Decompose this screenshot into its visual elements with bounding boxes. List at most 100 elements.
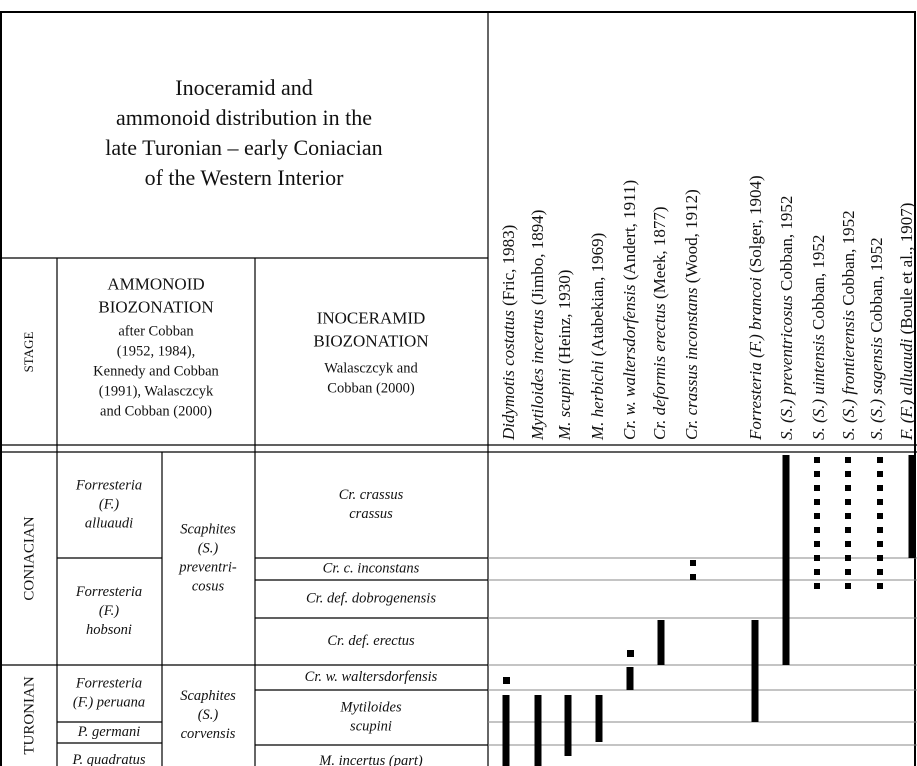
- range-dot: [877, 541, 883, 547]
- taxon-name: Mytiloides incertus: [528, 309, 547, 441]
- taxon-name: Cr. w. waltersdorfensis: [620, 284, 639, 440]
- taxon-author: (Wood, 1912): [682, 189, 701, 287]
- range-bar: [626, 667, 634, 690]
- ammonoid-zone: (F.): [99, 496, 119, 512]
- border: [0, 11, 916, 766]
- range-dot: [814, 457, 820, 463]
- range-dot: [814, 555, 820, 561]
- taxon-author: (Meek, 1877): [650, 206, 669, 303]
- range-dot: [690, 574, 696, 580]
- range-dot: [845, 569, 851, 575]
- header-note: Walasczcyk and: [324, 360, 418, 376]
- ammonoid-subzone: cosus: [192, 578, 225, 594]
- range-bar: [908, 455, 916, 558]
- taxon-name: S. (S.) frontierensis: [839, 310, 858, 440]
- range-bar: [595, 695, 603, 742]
- taxon-author: Cobban, 1952: [839, 210, 858, 310]
- title-line: late Turonian – early Coniacian: [105, 135, 382, 160]
- range-bar: [782, 455, 790, 665]
- taxon-label: Cr. deformis erectus (Meek, 1877): [650, 206, 669, 440]
- taxon-author: (Atabekian, 1969): [588, 233, 607, 361]
- ammonoid-zone: Forresteria: [75, 675, 142, 691]
- header-note: (1991), Walasczcyk: [99, 383, 214, 399]
- range-dot: [845, 457, 851, 463]
- taxon-name: M. herbichi: [588, 360, 607, 441]
- range-dot: [845, 485, 851, 491]
- header: BIOZONATION: [313, 331, 428, 350]
- header: AMMONOID: [107, 274, 204, 293]
- stage-header: STAGE: [21, 332, 36, 373]
- taxon-name: S. (S.) sagensis: [867, 337, 886, 440]
- taxon-label: Cr. w. waltersdorfensis (Andert, 1911): [620, 180, 639, 440]
- range-dot: [814, 485, 820, 491]
- ammonoid-subzone: Scaphites: [180, 521, 236, 537]
- range-bar: [564, 695, 572, 756]
- ammonoid-zone: (F.): [99, 603, 119, 619]
- ammonoid-subzone: corvensis: [181, 726, 236, 742]
- range-dot: [845, 513, 851, 519]
- taxon-name: Forresteria (F.) brancoi: [746, 277, 765, 441]
- range-dot: [690, 560, 696, 566]
- ammonoid-subzone: preventri-: [178, 559, 237, 575]
- header: BIOZONATION: [98, 297, 213, 316]
- range-dot: [845, 527, 851, 533]
- range-dot: [845, 471, 851, 477]
- range-dot: [877, 569, 883, 575]
- ammonoid-zone: Forresteria: [75, 477, 142, 493]
- ammonoid-zone: (F.) peruana: [73, 694, 145, 710]
- range-dot: [814, 583, 820, 589]
- taxon-name: S. (S.) uintensis: [809, 334, 828, 440]
- inoceramid-zone: scupini: [350, 718, 392, 734]
- taxon-author: (Andert, 1911): [620, 180, 639, 285]
- range-dot: [814, 513, 820, 519]
- inoceramid-zone: Cr. crassus: [339, 487, 404, 503]
- taxon-label: Forresteria (F.) brancoi (Solger, 1904): [746, 175, 765, 441]
- range-dot: [814, 527, 820, 533]
- range-dot: [877, 555, 883, 561]
- taxon-author: (Boule et al., 1907): [897, 203, 916, 339]
- taxon-name: M. scupini: [555, 368, 574, 441]
- taxon-name: S. (S.) preventricosus: [777, 295, 796, 440]
- taxon-label: Didymotis costatus (Fric, 1983): [499, 225, 518, 441]
- ammonoid-subzone: (S.): [198, 707, 219, 723]
- taxon-label: M. herbichi (Atabekian, 1969): [588, 233, 607, 441]
- header-note: (1952, 1984),: [117, 343, 196, 359]
- range-dot: [845, 583, 851, 589]
- taxon-label: M. scupini (Heinz, 1930): [555, 270, 574, 441]
- range-dot: [845, 541, 851, 547]
- inoceramid-zone: Cr. w. waltersdorfensis: [305, 669, 438, 685]
- header-note: after Cobban: [118, 323, 194, 339]
- title-line: Inoceramid and: [175, 75, 312, 100]
- range-bar: [502, 695, 510, 766]
- ammonoid-zone: hobsoni: [86, 622, 132, 638]
- taxon-author: (Heinz, 1930): [555, 270, 574, 369]
- header-note: Cobban (2000): [327, 380, 415, 396]
- taxon-label: Cr. crassus inconstans (Wood, 1912): [682, 189, 701, 440]
- taxon-author: (Solger, 1904): [746, 175, 765, 277]
- range-dot: [814, 541, 820, 547]
- taxon-label: S. (S.) frontierensis Cobban, 1952: [839, 210, 858, 440]
- ammonoid-zone: Forresteria: [75, 584, 142, 600]
- taxon-name: Cr. crassus inconstans: [682, 287, 701, 440]
- taxon-label: S. (S.) preventricosus Cobban, 1952: [777, 196, 796, 440]
- inoceramid-zone: Cr. def. erectus: [327, 633, 415, 649]
- ammonoid-zone: P. germani: [77, 724, 141, 740]
- range-dot: [877, 499, 883, 505]
- ammonoid-zone: alluaudi: [85, 515, 133, 531]
- taxon-author: (Jimbo, 1894): [528, 210, 547, 310]
- taxon-author: Cobban, 1952: [867, 237, 886, 337]
- inoceramid-zone: M. incertus (part): [318, 753, 423, 766]
- header-note: Kennedy and Cobban: [93, 363, 219, 379]
- taxon-label: S. (S.) uintensis Cobban, 1952: [809, 235, 828, 440]
- ammonoid-subzone: (S.): [198, 540, 219, 556]
- inoceramid-zone: crassus: [349, 506, 393, 522]
- ammonoid-zone: P. quadratus: [71, 752, 145, 766]
- inoceramid-zone: Cr. c. inconstans: [323, 560, 420, 576]
- range-dot: [877, 457, 883, 463]
- range-dot: [877, 471, 883, 477]
- taxon-author: Cobban, 1952: [809, 235, 828, 335]
- taxon-name: Didymotis costatus: [499, 310, 518, 441]
- inoceramid-zone: Cr. def. dobrogenensis: [306, 590, 436, 606]
- range-bar: [751, 620, 759, 722]
- range-dot: [814, 569, 820, 575]
